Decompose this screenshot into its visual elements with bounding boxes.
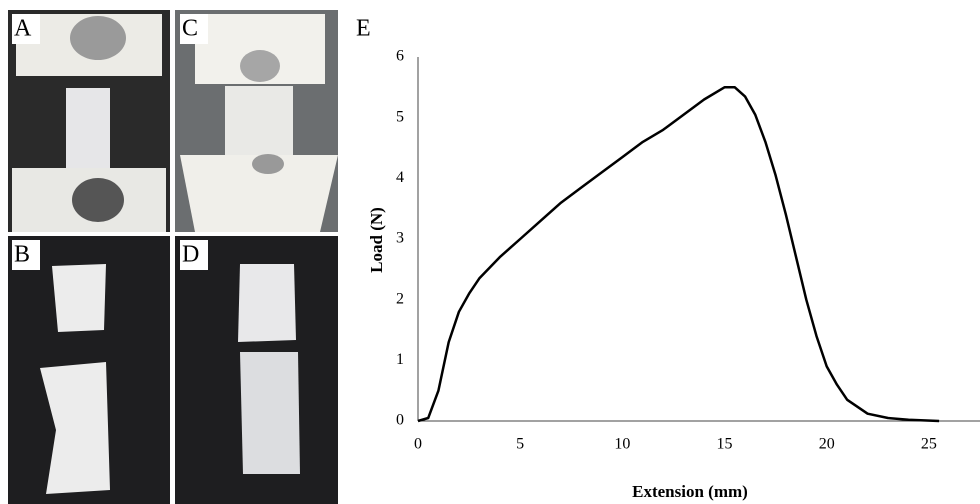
x-tick-label: 0 [414,436,422,453]
y-tick-label: 0 [396,412,404,429]
photo-a [8,10,170,232]
y-tick-label: 5 [396,108,404,125]
y-tick-label: 1 [396,351,404,368]
photo-d [175,236,338,504]
panel-label: C [182,16,198,42]
y-tick-label: 4 [396,169,404,186]
x-axis-label: Extension (mm) [632,482,748,501]
panel-label: E [356,16,371,42]
y-tick-label: 2 [396,290,404,307]
x-tick-label: 20 [819,436,835,453]
panel-label: D [182,242,199,268]
panel-label: A [14,16,32,42]
photo-b [8,236,170,504]
x-tick-label: 5 [516,436,524,453]
photo-c [175,10,338,232]
y-axis-label: Load (N) [367,207,386,273]
y-tick-label: 3 [396,230,404,247]
data-line [417,86,940,423]
panel-label: B [14,242,30,268]
y-tick-label: 6 [396,48,404,65]
x-tick-label: 15 [717,436,733,453]
x-tick-label: 10 [614,436,630,453]
x-tick-label: 25 [921,436,937,453]
